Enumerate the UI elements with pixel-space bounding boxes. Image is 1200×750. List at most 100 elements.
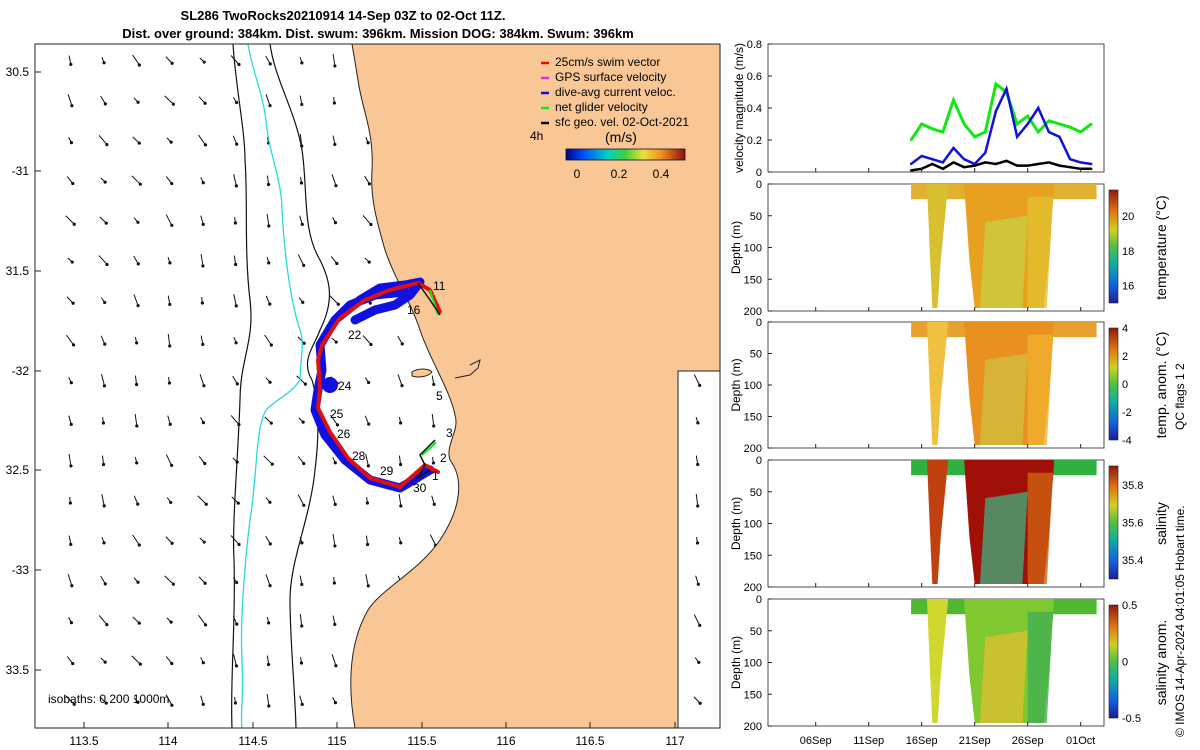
heatmap-colorbar-tick: 35.4: [1122, 555, 1143, 567]
current-vector-head: [335, 261, 339, 266]
current-vector-head: [432, 424, 436, 428]
current-vector: [332, 533, 336, 547]
current-vector: [165, 694, 173, 706]
heatmap-colorbar-tick: -4: [1122, 435, 1132, 447]
current-vector-head: [136, 700, 140, 704]
current-vector-head: [201, 421, 206, 425]
heatmap-colorbar-tick: 35.6: [1122, 518, 1143, 530]
land-australia: [350, 44, 720, 728]
current-vector-head: [369, 342, 373, 347]
current-vector-head: [302, 461, 306, 466]
velocity-data-point: [1015, 122, 1019, 126]
current-vector: [67, 94, 73, 106]
current-vector-head: [233, 701, 238, 705]
current-vector: [101, 374, 105, 386]
current-vector-head: [303, 382, 307, 386]
current-vector: [329, 295, 339, 305]
current-vector-head: [335, 423, 340, 427]
current-vector-head: [267, 224, 271, 228]
current-vector: [65, 215, 75, 225]
velocity-data-point: [1047, 130, 1051, 134]
track-day-label: 24: [338, 379, 352, 393]
rottnest-island: [411, 368, 433, 378]
velocity-data-point: [1090, 162, 1093, 166]
current-vector-head: [70, 260, 74, 264]
current-vector-head: [266, 662, 271, 667]
current-vector-head: [68, 501, 72, 505]
current-vector-head: [235, 382, 239, 386]
current-vector-head: [332, 581, 336, 585]
map-y-tick-label: -31: [12, 164, 30, 178]
track-day-label: 16: [407, 303, 421, 317]
current-vector-head: [268, 104, 272, 108]
time-x-tick-label: 01Oct: [1066, 735, 1095, 747]
current-vector: [165, 454, 173, 466]
current-vector-head: [136, 304, 140, 308]
current-vector: [296, 375, 306, 385]
current-vector-head: [201, 342, 205, 347]
current-vector: [332, 53, 336, 67]
current-vector-head: [135, 424, 139, 428]
velocity-series-line: [910, 84, 1092, 166]
heatmap-patch: [979, 215, 1028, 308]
current-vector-head: [168, 302, 172, 307]
current-vector: [165, 214, 173, 226]
heatmap-colorbar-tick: -2: [1122, 407, 1132, 419]
current-vector-head: [136, 220, 140, 224]
current-vector-head: [237, 62, 241, 67]
heatmap-colorbar-tick: 20: [1122, 211, 1134, 223]
current-vector: [164, 95, 174, 105]
map-x-tick-label: 117: [665, 734, 684, 748]
heatmap-y-tick-label: 0: [756, 317, 762, 329]
current-vector: [264, 334, 272, 346]
track-red: [316, 281, 442, 489]
current-vector-head: [72, 222, 76, 226]
current-vector: [331, 654, 337, 666]
map-y-tick-label: -33: [12, 563, 30, 577]
current-vector-head: [365, 501, 370, 505]
current-vector-head: [203, 581, 207, 585]
velocity-data-point: [1005, 87, 1008, 91]
velocity-axes: [767, 43, 1105, 173]
current-vector-head: [134, 382, 139, 387]
velocity-y-tick-label: 0.8: [747, 39, 762, 51]
heatmap-colorbar-label: temp. anom. (°C): [1153, 332, 1169, 439]
time-x-tick-label: 26Sep: [1012, 735, 1044, 747]
heatmap-y-tick-label: 0: [756, 179, 762, 191]
current-vector: [101, 494, 105, 506]
current-vector-head: [333, 544, 337, 548]
velocity-data-point: [1058, 122, 1061, 126]
map-axis-ticks: 113.5 114 114.5 115 115.5 116 116.5 11730.5-313…: [6, 65, 685, 748]
current-vector-head: [170, 61, 174, 65]
time-x-tick-label: 21Sep: [959, 735, 991, 747]
current-vector-head: [235, 142, 239, 146]
current-vector-head: [432, 382, 436, 387]
current-vector-head: [137, 63, 141, 67]
velocity-data-point: [984, 161, 987, 164]
velocity-data-point: [962, 166, 966, 169]
current-vector-head: [71, 301, 75, 305]
current-vector-head: [698, 383, 702, 387]
colorbar-tick-label: 0.4: [653, 167, 670, 181]
current-vector: [167, 333, 171, 347]
heatmap-colorbar-tick: 0: [1122, 657, 1128, 669]
current-vector-head: [103, 180, 107, 184]
current-vector-head: [201, 661, 205, 665]
current-vector: [133, 294, 139, 306]
current-vector-head: [398, 421, 403, 425]
heatmap-ylabel: Depth (m): [729, 358, 743, 411]
current-vector-head: [170, 661, 174, 666]
current-vector: [233, 654, 237, 666]
current-vector-head: [104, 701, 108, 705]
velocity-data-point: [1058, 135, 1061, 138]
heatmap-curtain: [926, 599, 949, 723]
current-vector-head: [168, 344, 172, 348]
velocity-data-point: [1068, 126, 1072, 129]
heatmap-curtain: [926, 184, 949, 308]
current-vector-head: [398, 462, 403, 467]
current-vector-head: [696, 582, 700, 586]
current-vector-head: [299, 181, 304, 185]
